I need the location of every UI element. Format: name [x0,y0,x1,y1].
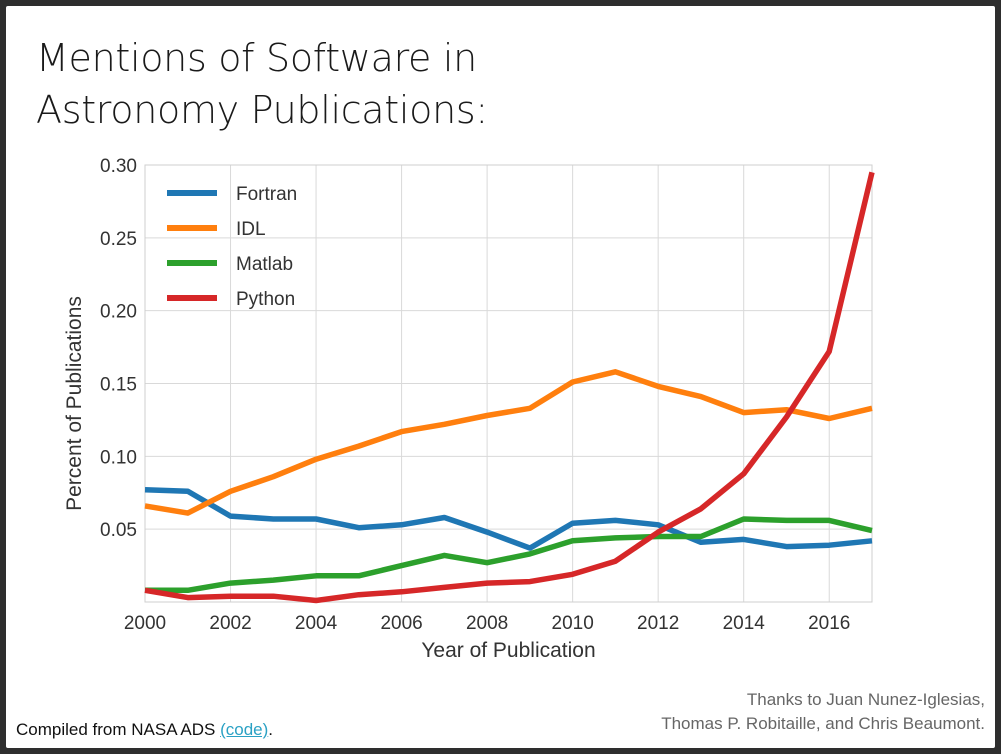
slide: Mentions of Software in Astronomy Public… [6,6,995,748]
plot-area-frame [144,164,873,603]
series-line-fortran [144,487,873,551]
x-tick-label: 2010 [552,613,594,634]
x-tick-label: 2014 [723,613,766,634]
legend-label-matlab: Matlab [236,254,293,275]
x-tick-label: 2000 [124,613,166,634]
series-lines [144,171,875,604]
series-line-matlab [145,516,873,594]
x-axis-label: Year of Publication [421,639,595,662]
legend-label-idl: IDL [236,219,266,240]
source-period: . [268,720,273,739]
code-link[interactable]: (code) [220,720,269,739]
y-tick-label: 0.25 [100,229,137,250]
y-tick-label: 0.10 [100,447,137,468]
title-line-2: Astronomy Publications: [36,88,488,132]
x-tick-label: 2002 [209,613,251,634]
credits-line-2: Thomas P. Robitaille, and Chris Beaumont… [661,714,985,733]
x-tick-label: 2012 [637,613,679,634]
x-tick-label: 2006 [380,613,422,634]
credits-line-1: Thanks to Juan Nunez-Iglesias, [746,690,985,709]
y-axis-label: Percent of Publications [63,296,86,511]
legend-label-fortran: Fortran [236,184,297,205]
series-line-python [144,171,875,604]
x-axis-ticks: 2000 2002 2004 2006 2008 2010 2012 2014 2016 [124,613,851,634]
y-tick-label: 0.15 [100,375,137,396]
y-axis-ticks: 0.05 0.10 0.15 0.20 0.25 0.30 [100,156,137,541]
line-chart: 2000 2002 2004 2006 2008 2010 2012 2014 2016 0.0… [63,156,875,662]
x-tick-label: 2004 [295,613,338,634]
y-tick-label: 0.05 [100,520,137,541]
legend: Fortran IDL Matlab Python [167,184,297,310]
x-tick-label: 2008 [466,613,508,634]
x-tick-label: 2016 [808,613,850,634]
source-note: Compiled from NASA ADS (code). [16,720,273,740]
credits: Thanks to Juan Nunez-Iglesias, Thomas P.… [661,688,985,736]
y-tick-label: 0.20 [100,302,137,323]
title-line-1: Mentions of Software in [36,36,477,80]
slide-title: Mentions of Software in Astronomy Public… [36,32,488,136]
source-text: Compiled from NASA ADS [16,720,221,739]
legend-label-python: Python [236,289,295,310]
series-line-idl [144,369,873,516]
y-tick-label: 0.30 [100,156,137,177]
